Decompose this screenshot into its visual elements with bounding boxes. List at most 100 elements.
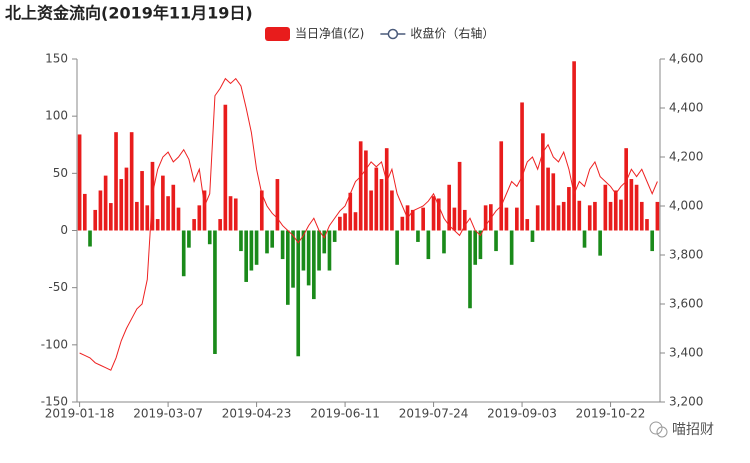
bar bbox=[504, 207, 509, 231]
bar bbox=[499, 141, 504, 231]
bar bbox=[436, 198, 441, 231]
bar bbox=[369, 190, 373, 231]
bar bbox=[410, 209, 415, 231]
bar bbox=[103, 175, 108, 231]
bar bbox=[473, 230, 478, 265]
bar bbox=[129, 132, 134, 231]
bar bbox=[634, 184, 639, 231]
bar bbox=[400, 216, 405, 231]
x-tick-label: 2019-07-24 bbox=[399, 407, 469, 421]
watermark-text: 喵招财 bbox=[672, 422, 714, 438]
x-tick-label: 2019-09-03 bbox=[487, 407, 557, 421]
bar bbox=[541, 133, 545, 231]
bar bbox=[494, 230, 498, 252]
bar bbox=[322, 230, 327, 254]
bar bbox=[181, 230, 186, 277]
bar bbox=[301, 230, 306, 271]
bar bbox=[353, 212, 358, 231]
bar bbox=[515, 207, 519, 231]
bar bbox=[348, 192, 353, 231]
bar bbox=[483, 205, 488, 231]
bar bbox=[603, 184, 608, 231]
bar bbox=[202, 190, 207, 231]
legend-label: 收盘价（右轴） bbox=[410, 26, 494, 41]
bar bbox=[306, 230, 311, 286]
bar bbox=[265, 230, 269, 254]
bar bbox=[478, 230, 483, 260]
bar bbox=[593, 201, 597, 231]
bar bbox=[77, 134, 82, 231]
bar bbox=[114, 132, 118, 231]
bar bbox=[291, 230, 295, 288]
legend-swatch bbox=[265, 27, 290, 41]
line bbox=[79, 77, 658, 371]
bar bbox=[187, 230, 191, 248]
bar bbox=[161, 175, 165, 231]
bar bbox=[135, 201, 139, 231]
bar bbox=[520, 102, 524, 231]
y-tick-label: -150 bbox=[41, 395, 68, 409]
bar bbox=[613, 190, 618, 231]
bar bbox=[332, 230, 337, 242]
bar bbox=[468, 230, 472, 309]
bar bbox=[124, 167, 129, 231]
y2-tick-label: 3,800 bbox=[669, 248, 703, 262]
bar bbox=[98, 190, 103, 231]
watermark-icon bbox=[656, 426, 668, 438]
bar bbox=[629, 179, 634, 231]
y2-tick-label: 4,200 bbox=[669, 150, 703, 164]
bar bbox=[197, 205, 202, 231]
bar bbox=[140, 171, 144, 231]
bar bbox=[582, 230, 587, 248]
bar bbox=[577, 200, 582, 231]
bar bbox=[426, 230, 431, 260]
bar bbox=[254, 230, 259, 265]
bar bbox=[509, 230, 514, 265]
y-tick-label: 50 bbox=[53, 166, 68, 180]
legend: 当日净值(亿) 收盘价（右轴） bbox=[265, 26, 494, 41]
bar bbox=[259, 190, 264, 231]
legend-swatch bbox=[387, 28, 399, 40]
bar bbox=[228, 196, 233, 231]
bar bbox=[530, 230, 535, 242]
watermark: 喵招财 bbox=[649, 421, 714, 438]
bar bbox=[192, 219, 196, 231]
bar bbox=[608, 201, 613, 231]
legend-label: 当日净值(亿) bbox=[295, 26, 364, 41]
y2-tick-label: 4,400 bbox=[669, 101, 703, 115]
y2-tick-label: 3,600 bbox=[669, 297, 703, 311]
bar bbox=[223, 104, 228, 231]
x-tick-label: 2019-01-18 bbox=[45, 407, 115, 421]
y-tick-label: 0 bbox=[60, 223, 68, 237]
bar bbox=[421, 207, 425, 231]
bar bbox=[525, 219, 530, 231]
x-tick-label: 2019-06-11 bbox=[310, 407, 380, 421]
bar bbox=[364, 150, 368, 231]
bar bbox=[457, 161, 462, 231]
bar bbox=[296, 230, 301, 357]
x-tick-label: 2019-10-22 bbox=[576, 407, 646, 421]
y-tick-label: -100 bbox=[41, 337, 68, 351]
bar bbox=[312, 230, 316, 300]
bar bbox=[384, 148, 389, 231]
bar bbox=[639, 201, 644, 231]
bar bbox=[239, 230, 243, 252]
bar bbox=[655, 201, 660, 231]
bar bbox=[166, 196, 170, 231]
bar bbox=[390, 190, 394, 231]
bar bbox=[462, 209, 467, 231]
bar bbox=[213, 230, 217, 354]
bar bbox=[327, 230, 332, 271]
bar bbox=[93, 209, 98, 231]
bar bbox=[556, 205, 561, 231]
bar bbox=[270, 230, 275, 248]
bar bbox=[82, 193, 87, 231]
bar bbox=[535, 205, 540, 231]
bar bbox=[431, 196, 436, 231]
chart-title: 北上资金流向(2019年11月19日) bbox=[5, 4, 253, 23]
bar bbox=[572, 61, 576, 231]
bar bbox=[109, 203, 113, 231]
bar bbox=[155, 219, 160, 231]
bar bbox=[561, 201, 566, 231]
bar bbox=[207, 230, 212, 245]
